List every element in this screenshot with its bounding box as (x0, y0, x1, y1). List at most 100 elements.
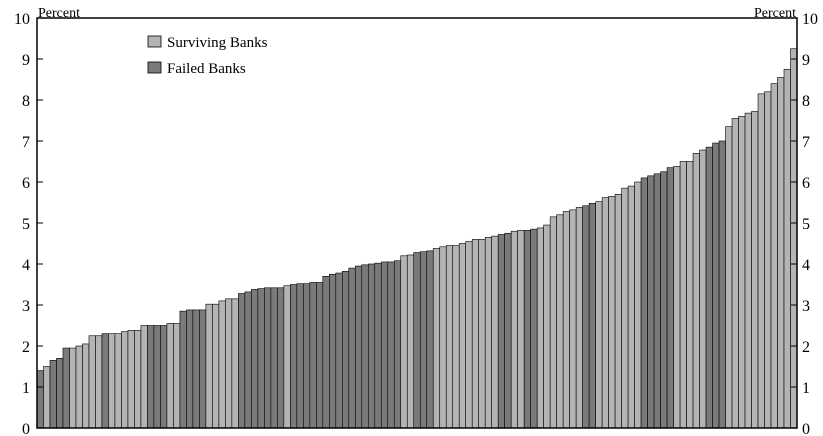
bar (699, 149, 707, 429)
left-y-tick-label: 8 (22, 93, 30, 110)
bar (751, 111, 759, 429)
bar (147, 325, 155, 429)
legend-swatch-surviving-banks (147, 35, 162, 48)
bar (673, 166, 681, 429)
bar (543, 224, 551, 429)
bar (75, 345, 83, 429)
bar (62, 347, 70, 429)
left-y-tick-label: 4 (22, 257, 30, 274)
right-y-tick-label: 8 (802, 93, 810, 110)
bar (316, 282, 324, 429)
bar (569, 209, 577, 429)
bar (56, 357, 64, 429)
bar (160, 325, 168, 429)
bar (679, 161, 687, 429)
bar (140, 325, 148, 429)
bar (283, 285, 291, 429)
right-y-tick-label: 9 (802, 52, 810, 69)
bar (173, 323, 181, 429)
left-y-tick-label: 6 (22, 175, 30, 192)
left-y-tick-label: 2 (22, 339, 30, 356)
right-y-tick-label: 3 (802, 298, 810, 315)
bar (692, 153, 700, 429)
right-y-axis: 0 1 2 3 4 5 6 7 8 9 10 (791, 11, 818, 436)
bar (517, 230, 525, 429)
right-y-tick-label: 4 (802, 257, 810, 274)
bar (257, 288, 265, 429)
bar (491, 235, 499, 429)
bar (95, 335, 103, 429)
bar (595, 201, 603, 429)
bar (121, 331, 129, 429)
bar (744, 112, 752, 429)
bar (621, 187, 629, 429)
legend-swatch-failed-banks (147, 61, 162, 74)
bar (731, 118, 739, 429)
bar (212, 303, 220, 429)
bar (186, 309, 194, 429)
bar (374, 262, 382, 429)
bar (608, 196, 616, 429)
bar (393, 260, 402, 429)
right-y-tick-label: 7 (802, 134, 810, 151)
right-y-tick-label: 0 (802, 421, 810, 436)
bar (341, 271, 350, 429)
bar (426, 250, 434, 429)
bar (413, 252, 421, 429)
legend-label-surviving-banks: Surviving Banks (167, 35, 268, 51)
bar (497, 234, 506, 429)
bar (686, 161, 694, 429)
bar (88, 335, 96, 429)
bar (419, 251, 428, 429)
bar (251, 289, 259, 429)
bar (582, 205, 590, 429)
bar (770, 83, 778, 429)
bar (777, 77, 785, 429)
bar-series-group (36, 48, 798, 429)
bar (575, 207, 583, 429)
bar (309, 282, 317, 429)
bar (153, 325, 161, 429)
right-y-tick-label: 6 (802, 175, 810, 192)
left-y-axis: 0 1 2 3 4 5 6 7 8 9 10 (14, 11, 43, 436)
bar (264, 287, 272, 429)
right-y-tick-label: 1 (802, 380, 810, 397)
bar (666, 167, 674, 429)
bar (725, 126, 733, 429)
bar (82, 343, 90, 429)
bar (556, 214, 564, 429)
bar (530, 228, 538, 429)
bar (647, 175, 655, 429)
bar (69, 347, 77, 429)
bar (205, 303, 213, 429)
bar (465, 241, 473, 429)
left-y-tick-label: 7 (22, 134, 30, 151)
left-y-tick-label: 3 (22, 298, 30, 315)
bar (218, 300, 226, 429)
bar (601, 197, 609, 429)
bar (101, 333, 109, 429)
right-y-tick-label: 5 (802, 216, 810, 233)
bar (504, 232, 512, 429)
legend-label-failed-banks: Failed Banks (167, 61, 246, 77)
bar (484, 237, 493, 429)
bar (738, 116, 746, 429)
bar (303, 283, 311, 429)
bar (439, 246, 447, 429)
bar (452, 245, 460, 429)
bar (614, 194, 622, 429)
bar (192, 309, 200, 429)
bar (549, 216, 557, 429)
bar (783, 68, 791, 429)
bar (244, 291, 252, 429)
bar (290, 284, 298, 429)
bar (361, 264, 369, 429)
bar (718, 140, 726, 429)
bar (510, 230, 518, 429)
right-y-tick-label: 10 (802, 11, 818, 28)
bar (458, 243, 467, 429)
bar (536, 227, 544, 429)
bar (277, 287, 285, 429)
bar (134, 330, 142, 429)
